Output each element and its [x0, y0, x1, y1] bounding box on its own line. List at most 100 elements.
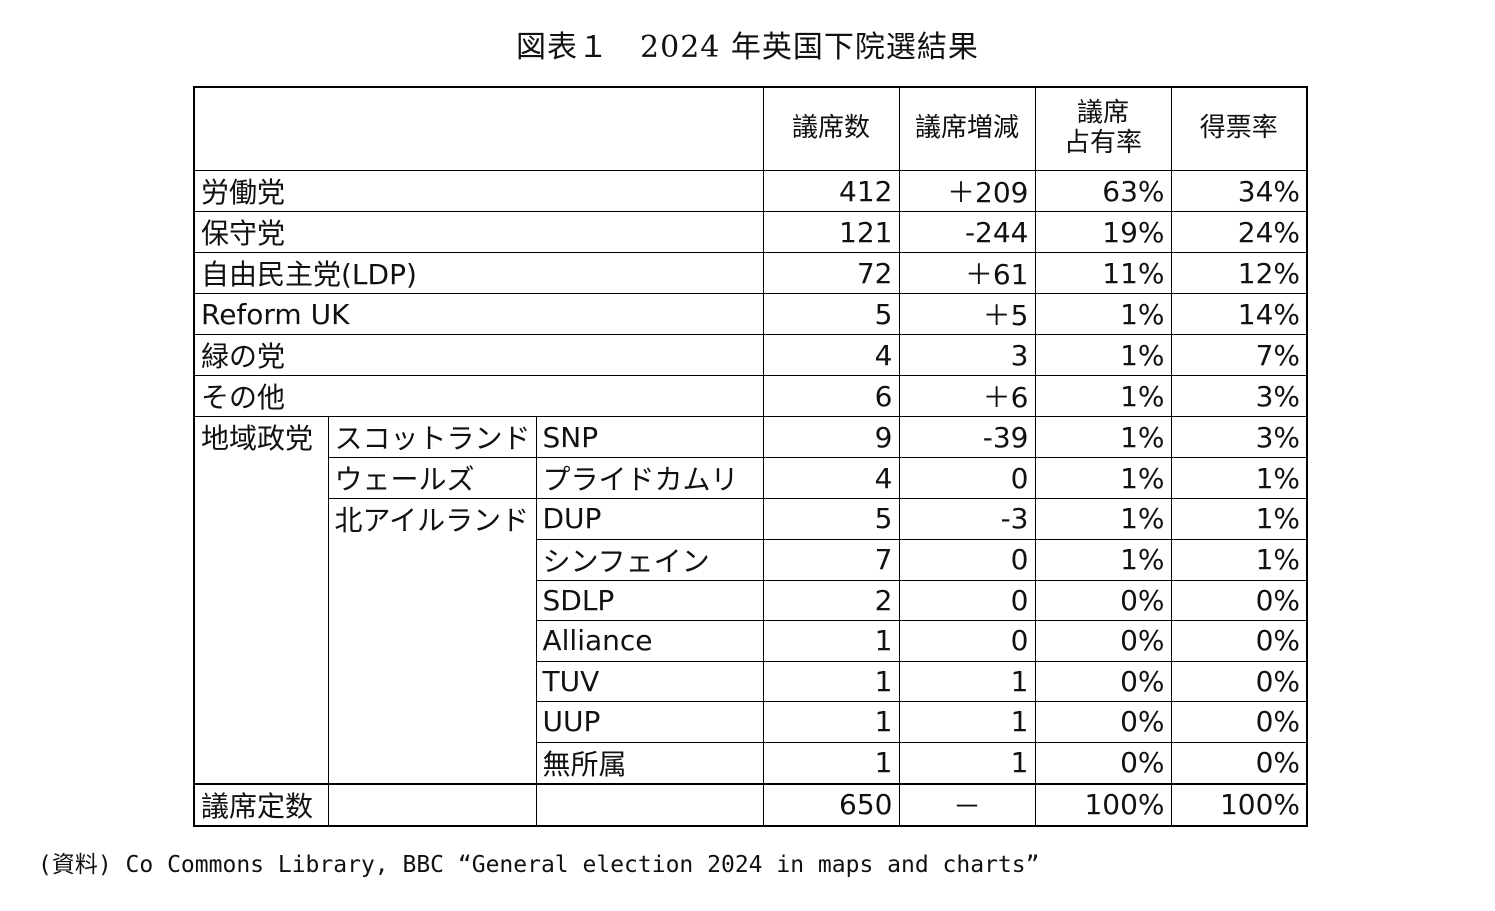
header-seats: 議席数: [762, 86, 900, 171]
header-change: 議席増減: [898, 86, 1036, 171]
change-cell: -39: [898, 416, 1036, 458]
party-name: その他: [193, 375, 764, 417]
share-cell: 1%: [1034, 416, 1172, 458]
vote-cell: 1%: [1170, 457, 1308, 499]
table-title: 図表１ 2024 年英国下院選結果: [516, 30, 979, 65]
table-row: 地域政党 スコットランド SNP 9 -39 1% 3%: [193, 416, 1308, 784]
change-cell: 0: [898, 620, 1036, 662]
change-cell: 1: [898, 741, 1036, 784]
seats-cell: 2: [762, 579, 900, 621]
vote-cell: 3%: [1170, 375, 1308, 417]
table-row: 緑の党 4 3 1% 7%: [193, 334, 1308, 376]
header-share: 議席 占有率: [1034, 86, 1172, 171]
change-cell: 3: [898, 334, 1036, 376]
source-note: (資料) Co Commons Library, BBC “General el…: [38, 852, 1040, 878]
change-cell: ＋61: [898, 252, 1036, 294]
total-blank-2: [535, 782, 764, 826]
change-cell: 1: [898, 701, 1036, 743]
party-name: シンフェイン: [535, 538, 764, 581]
seats-cell: 4: [762, 457, 900, 499]
seats-cell: 1: [762, 741, 900, 784]
table-row: シンフェイン 7 0 1% 1%: [194, 538, 1308, 581]
table-row: SDLP 2 0 0% 0%: [194, 579, 1308, 621]
share-cell: 0%: [1034, 579, 1172, 621]
vote-cell: 100%: [1170, 782, 1308, 826]
share-cell: 19%: [1034, 211, 1172, 253]
share-cell: 11%: [1034, 252, 1172, 294]
total-row: 議席定数 650 － 100% 100%: [193, 782, 1308, 826]
region-northern-ireland: 北アイルランド: [327, 498, 537, 784]
vote-cell: 1%: [1170, 538, 1308, 581]
regional-label: 地域政党: [193, 416, 329, 784]
seats-cell: 7: [762, 538, 900, 581]
seats-cell: 650: [762, 782, 900, 826]
change-cell: －: [898, 782, 1036, 826]
table-row: 自由民主党(LDP) 72 ＋61 11% 12%: [193, 252, 1308, 294]
party-name: 無所属: [535, 741, 764, 784]
vote-cell: 7%: [1170, 334, 1308, 376]
table-row: その他 6 ＋6 1% 3%: [193, 375, 1308, 417]
seats-cell: 1: [762, 701, 900, 743]
table-row: 保守党 121 -244 19% 24%: [193, 211, 1308, 253]
party-name: DUP: [535, 498, 764, 540]
share-cell: 0%: [1034, 660, 1172, 702]
total-label: 議席定数: [193, 782, 329, 826]
seats-cell: 412: [762, 170, 900, 212]
table-row: Alliance 1 0 0% 0%: [194, 620, 1308, 662]
table-row: UUP 1 1 0% 0%: [194, 701, 1308, 743]
vote-cell: 0%: [1170, 579, 1308, 621]
share-cell: 1%: [1034, 375, 1172, 417]
table-row: 北アイルランド DUP 5 -3 1% 1%: [194, 498, 1308, 784]
seats-cell: 5: [762, 498, 900, 540]
share-cell: 0%: [1034, 620, 1172, 662]
party-name: SDLP: [535, 579, 764, 621]
party-name: 自由民主党(LDP): [193, 252, 764, 294]
share-cell: 1%: [1034, 457, 1172, 499]
vote-cell: 3%: [1170, 416, 1308, 458]
share-cell: 100%: [1034, 782, 1172, 826]
vote-cell: 12%: [1170, 252, 1308, 294]
vote-cell: 0%: [1170, 620, 1308, 662]
header-row: 議席数 議席増減 議席 占有率 得票率: [193, 86, 1308, 171]
table-row: 労働党 412 ＋209 63% 34%: [193, 170, 1308, 212]
vote-cell: 34%: [1170, 170, 1308, 212]
share-cell: 1%: [1034, 293, 1172, 335]
vote-cell: 0%: [1170, 701, 1308, 743]
table-row: Reform UK 5 ＋5 1% 14%: [193, 293, 1308, 335]
seats-cell: 72: [762, 252, 900, 294]
share-cell: 0%: [1034, 701, 1172, 743]
header-blank: [193, 86, 764, 171]
table-row: TUV 1 1 0% 0%: [194, 660, 1308, 702]
share-cell: 1%: [1034, 498, 1172, 540]
share-cell: 1%: [1034, 538, 1172, 581]
change-cell: 0: [898, 538, 1036, 581]
seats-cell: 1: [762, 660, 900, 702]
party-name: プライドカムリ: [535, 457, 764, 499]
party-name: 労働党: [193, 170, 764, 212]
change-cell: -244: [898, 211, 1036, 253]
region-scotland: スコットランド: [327, 416, 537, 458]
vote-cell: 14%: [1170, 293, 1308, 335]
share-cell: 1%: [1034, 334, 1172, 376]
total-blank-1: [327, 782, 537, 826]
vote-cell: 0%: [1170, 660, 1308, 702]
vote-cell: 1%: [1170, 498, 1308, 540]
change-cell: 1: [898, 660, 1036, 702]
election-results-table: 議席数 議席増減 議席 占有率 得票率 労働党 412 ＋209 63% 34% …: [193, 86, 1308, 827]
seats-cell: 1: [762, 620, 900, 662]
change-cell: 0: [898, 579, 1036, 621]
vote-cell: 24%: [1170, 211, 1308, 253]
vote-cell: 0%: [1170, 741, 1308, 784]
share-cell: 63%: [1034, 170, 1172, 212]
seats-cell: 121: [762, 211, 900, 253]
seats-cell: 5: [762, 293, 900, 335]
party-name: 保守党: [193, 211, 764, 253]
header-vote: 得票率: [1170, 86, 1308, 171]
party-name: UUP: [535, 701, 764, 743]
change-cell: ＋209: [898, 170, 1036, 212]
party-name: 緑の党: [193, 334, 764, 376]
party-name: SNP: [535, 416, 764, 458]
region-wales: ウェールズ: [327, 457, 537, 499]
party-name: TUV: [535, 660, 764, 702]
seats-cell: 4: [762, 334, 900, 376]
